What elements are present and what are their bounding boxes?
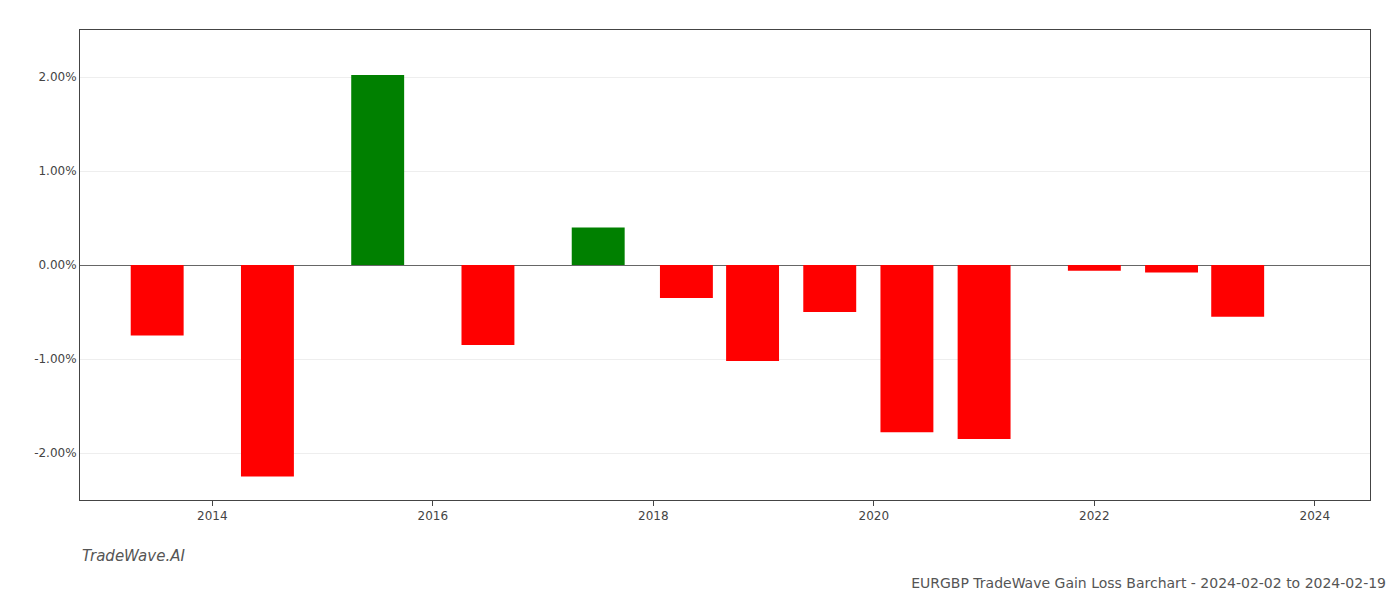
svg-text:-2.00%: -2.00% <box>34 446 76 460</box>
svg-text:2016: 2016 <box>418 509 449 523</box>
svg-text:2022: 2022 <box>1079 509 1110 523</box>
svg-text:2018: 2018 <box>638 509 669 523</box>
svg-text:1.00%: 1.00% <box>38 164 76 178</box>
svg-text:0.00%: 0.00% <box>38 258 76 272</box>
svg-text:-1.00%: -1.00% <box>34 352 76 366</box>
svg-text:2.00%: 2.00% <box>38 70 76 84</box>
svg-text:2014: 2014 <box>197 509 228 523</box>
svg-text:2020: 2020 <box>859 509 890 523</box>
svg-text:TradeWave.AI: TradeWave.AI <box>82 547 185 565</box>
svg-text:EURGBP TradeWave Gain Loss Bar: EURGBP TradeWave Gain Loss Barchart - 20… <box>911 575 1386 591</box>
svg-text:2024: 2024 <box>1300 509 1331 523</box>
